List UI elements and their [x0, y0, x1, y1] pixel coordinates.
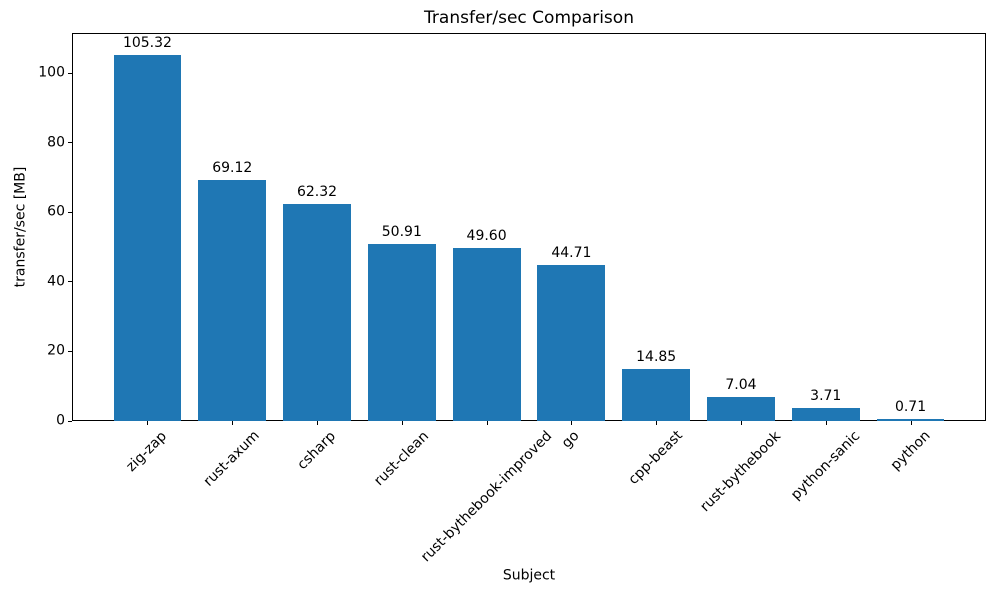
x-tick-label: csharp [294, 427, 339, 473]
bar-value-label: 105.32 [122, 34, 172, 51]
x-tick [147, 421, 149, 425]
bar [198, 180, 267, 421]
x-tick-label: python-sanic [787, 427, 864, 504]
bar-value-label: 14.85 [636, 349, 677, 366]
x-tick-label: rust-bythebook [697, 428, 784, 515]
bar [707, 396, 775, 421]
x-tick [232, 421, 234, 425]
y-tick [68, 281, 72, 283]
x-tick-label: rust-clean [371, 427, 432, 489]
y-axis-label: transfer/sec [MB] [12, 166, 29, 288]
x-tick [571, 421, 573, 425]
x-tick-label: go [559, 427, 583, 452]
y-tick [68, 142, 72, 144]
bar [876, 418, 945, 421]
bar-value-label: 62.32 [296, 184, 338, 201]
y-tick-label: 20 [47, 342, 65, 359]
x-tick-label: zig-zap [123, 427, 171, 475]
y-tick [68, 420, 72, 422]
bar [537, 265, 606, 421]
y-tick [68, 350, 72, 352]
bar [367, 243, 436, 421]
bar [283, 204, 351, 421]
y-tick [68, 72, 72, 74]
x-tick [486, 421, 488, 425]
x-tick-label: rust-bythebook-improved [417, 427, 555, 566]
x-tick [656, 421, 658, 425]
chart-title: Transfer/sec Comparison [424, 8, 634, 28]
bar-value-label: 0.71 [894, 398, 927, 415]
x-tick-label: cpp-beast [625, 427, 687, 489]
bar [791, 408, 860, 421]
bar-value-label: 49.60 [466, 228, 507, 245]
y-tick-label: 40 [47, 273, 65, 290]
y-tick-label: 100 [38, 64, 65, 81]
x-tick [740, 421, 742, 425]
x-axis-label: Subject [502, 567, 556, 584]
y-tick-label: 60 [47, 203, 65, 220]
bar [113, 54, 182, 421]
bar-value-label: 44.71 [551, 245, 592, 262]
bar [622, 369, 691, 421]
x-tick-label: python [887, 427, 934, 474]
bar-value-label: 7.04 [725, 376, 757, 393]
x-tick [910, 421, 912, 425]
x-tick-label: rust-axum [200, 428, 263, 491]
bar-value-label: 50.91 [381, 223, 422, 240]
bar [452, 248, 521, 421]
x-tick [401, 421, 403, 425]
x-tick [317, 421, 319, 425]
bar-value-label: 3.71 [810, 388, 842, 405]
bar-value-label: 69.12 [212, 160, 253, 177]
y-tick-label: 80 [47, 134, 65, 151]
x-tick [825, 421, 827, 425]
y-tick [68, 211, 72, 213]
y-tick-label: 0 [56, 412, 65, 429]
